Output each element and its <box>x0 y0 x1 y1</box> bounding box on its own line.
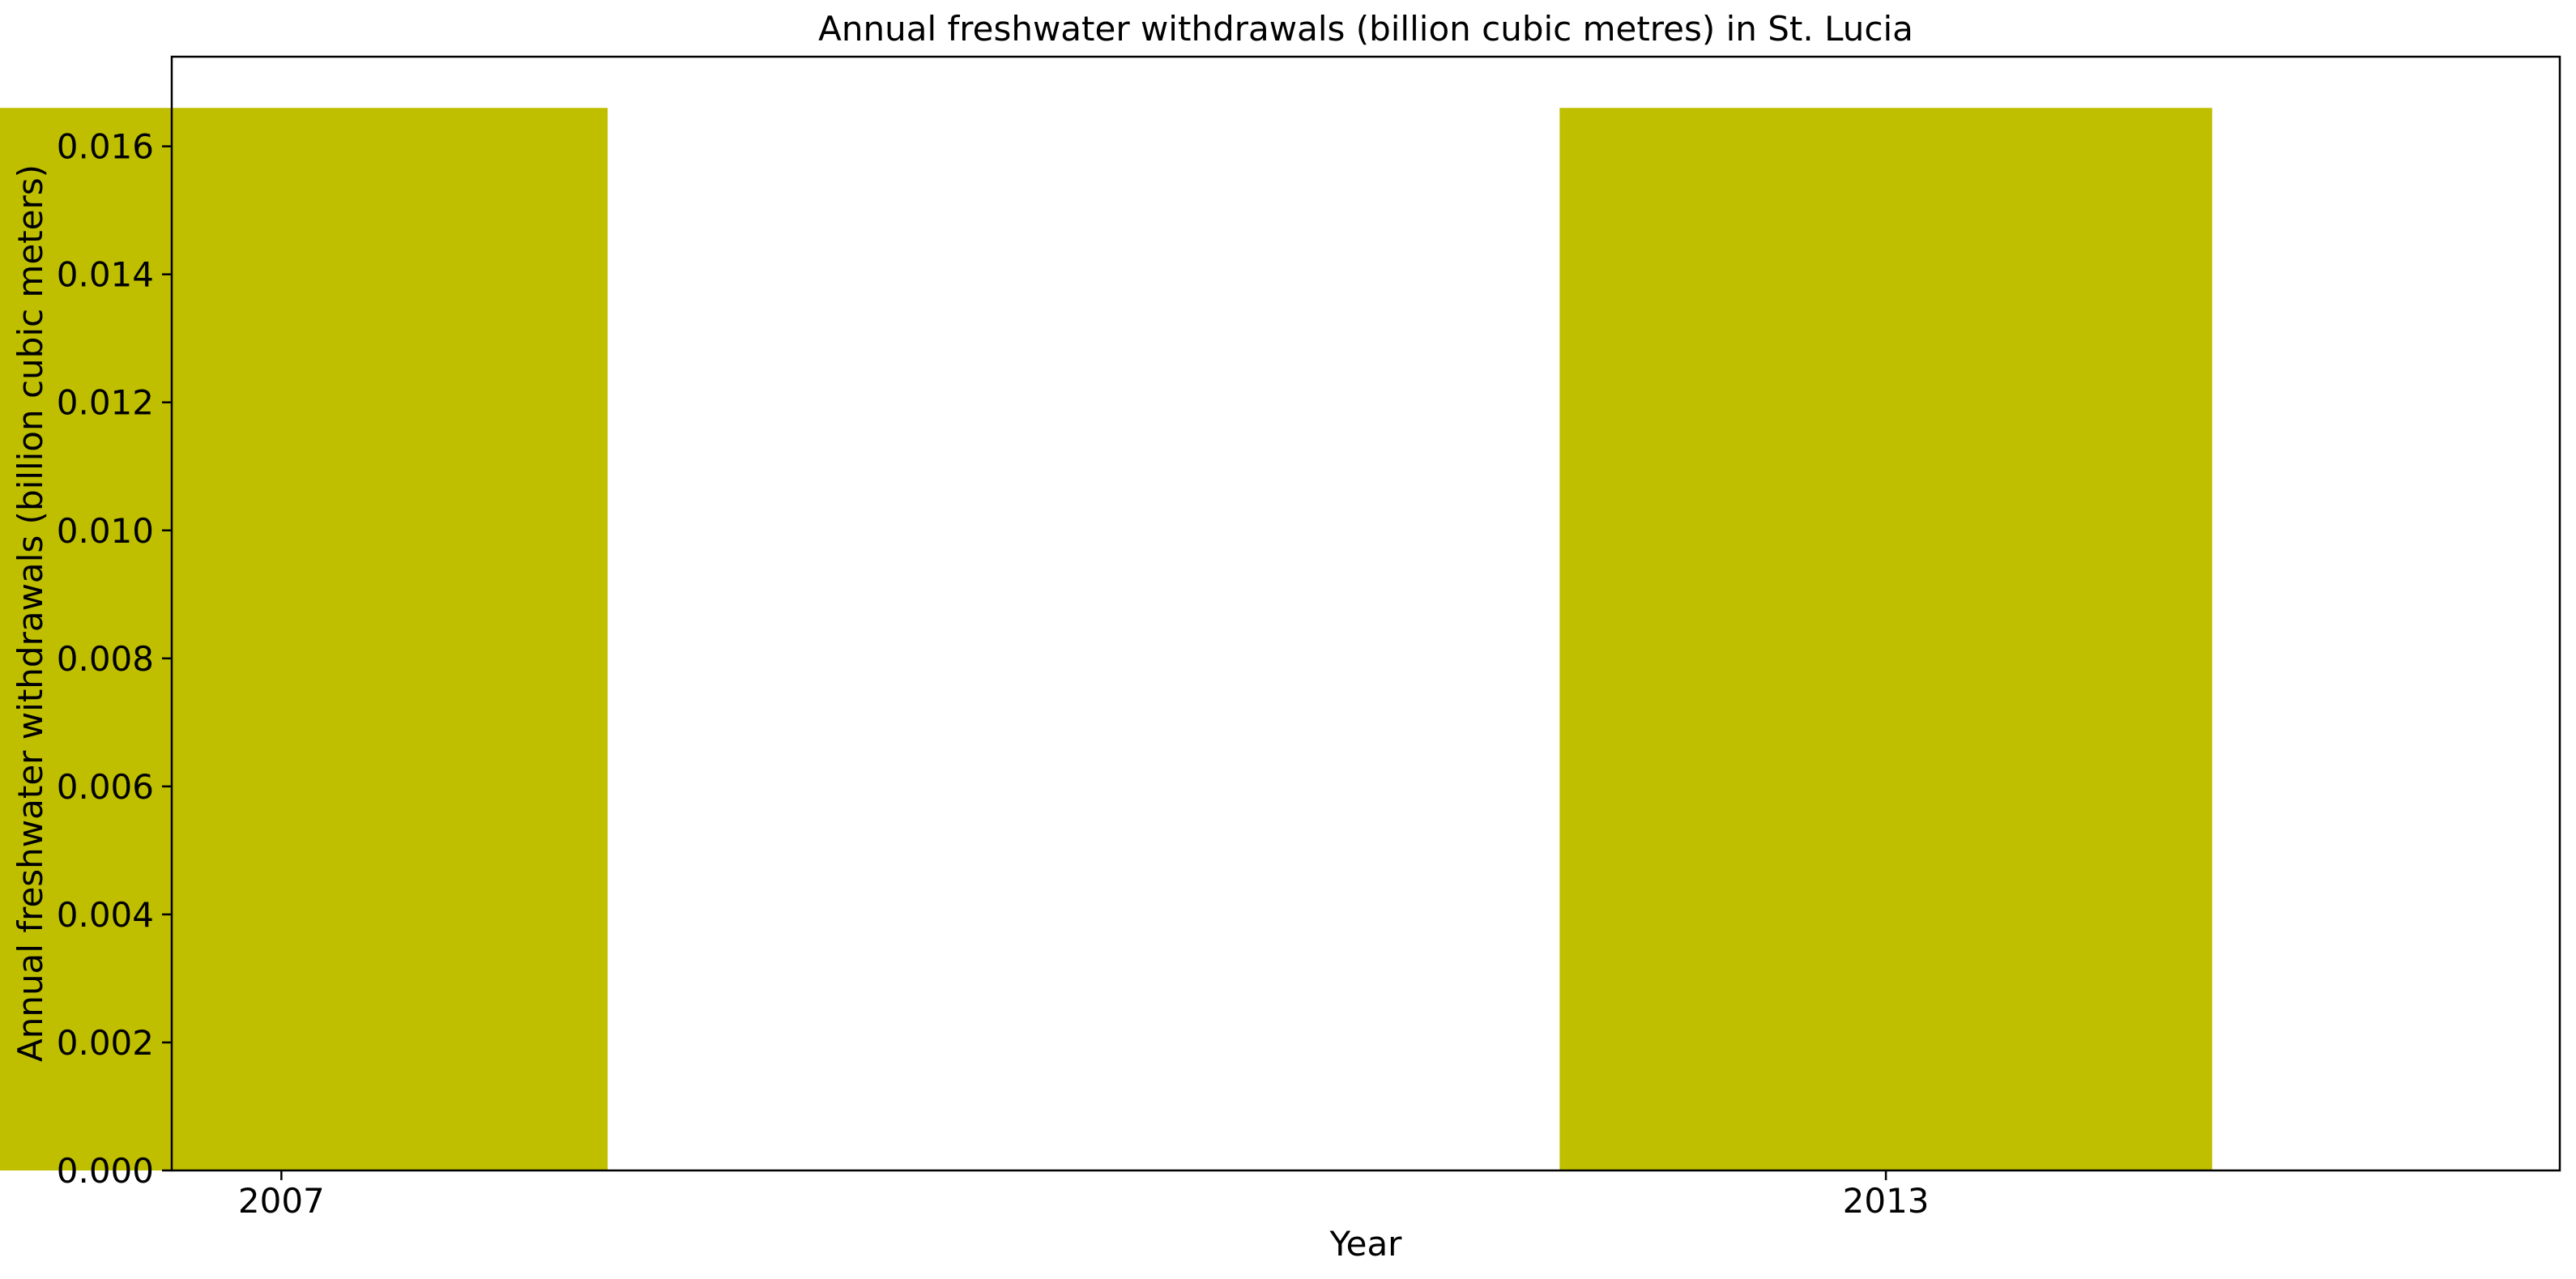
y-tick-label: 0.012 <box>57 383 154 423</box>
y-tick-label: 0.016 <box>57 127 154 167</box>
plot-frame <box>170 55 2561 1172</box>
y-tick-label: 0.010 <box>57 511 154 551</box>
x-tick-label: 2013 <box>1843 1181 1930 1221</box>
y-tick-label: 0.014 <box>57 255 154 295</box>
y-axis-label: Annual freshwater withdrawals (billion c… <box>11 164 50 1062</box>
y-tick-label: 0.008 <box>57 639 154 679</box>
bars-layer <box>0 108 2212 1170</box>
y-tick-label: 0.002 <box>57 1023 154 1063</box>
y-tick-label: 0.006 <box>57 767 154 807</box>
bar-2007 <box>0 108 608 1170</box>
bar-2013 <box>1559 108 2212 1170</box>
x-axis-ticks: 2007 2013 <box>238 1170 1930 1221</box>
y-tick-label: 0.004 <box>57 895 154 935</box>
y-axis-ticks: 0.000 0.002 0.004 0.006 0.008 0.010 0.012 0.014… <box>57 127 172 1191</box>
x-tick-label: 2007 <box>238 1181 325 1221</box>
x-axis-label: Year <box>1329 1224 1403 1264</box>
chart-title: Annual freshwater withdrawals (billion c… <box>818 9 1913 49</box>
y-tick-label: 0.000 <box>57 1151 154 1191</box>
